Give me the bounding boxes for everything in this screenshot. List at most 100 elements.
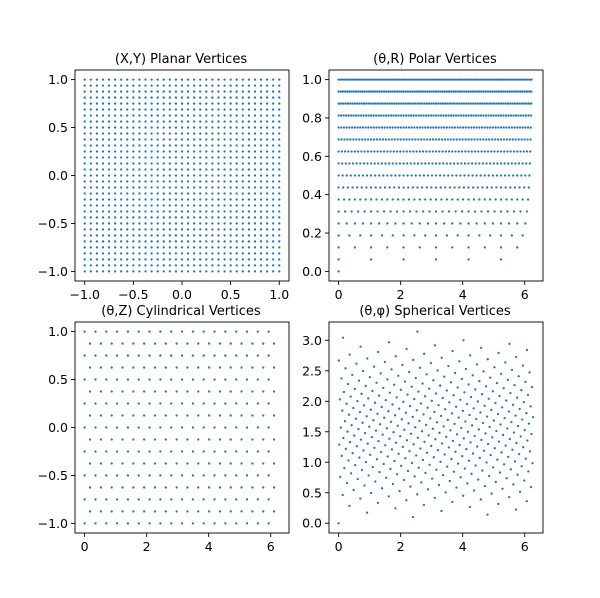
data-point xyxy=(229,228,232,231)
data-point xyxy=(259,204,263,207)
data-point xyxy=(207,510,211,513)
data-point xyxy=(223,138,226,141)
data-point xyxy=(337,222,340,225)
data-point xyxy=(205,270,208,273)
data-point xyxy=(265,84,269,87)
data-point xyxy=(530,78,533,81)
data-point xyxy=(217,120,220,123)
data-point xyxy=(94,330,97,333)
data-point xyxy=(458,443,461,447)
data-point xyxy=(180,246,184,249)
data-point xyxy=(193,210,196,213)
data-point xyxy=(342,198,346,201)
data-point xyxy=(175,414,178,417)
data-point xyxy=(262,462,265,465)
data-point xyxy=(500,451,503,454)
data-point xyxy=(482,114,485,117)
data-point xyxy=(170,402,173,405)
data-point xyxy=(337,234,340,237)
data-point xyxy=(235,246,238,249)
data-point xyxy=(389,420,393,423)
data-point xyxy=(447,90,451,93)
data-point xyxy=(499,210,503,213)
data-point xyxy=(493,210,496,213)
data-point xyxy=(379,114,383,117)
data-point xyxy=(202,426,205,429)
data-point xyxy=(424,471,427,475)
data-point xyxy=(399,126,403,129)
x-tick-label: 6 xyxy=(267,539,275,554)
data-point xyxy=(421,382,424,385)
data-point xyxy=(272,390,276,393)
data-point xyxy=(404,90,407,93)
data-point xyxy=(412,150,415,153)
data-point xyxy=(456,126,459,129)
data-point xyxy=(110,510,113,513)
data-point xyxy=(340,454,343,457)
data-point xyxy=(150,174,153,177)
data-point xyxy=(519,210,522,213)
data-point xyxy=(211,246,214,249)
data-point xyxy=(431,427,434,430)
data-point xyxy=(343,90,347,93)
data-point xyxy=(170,498,173,501)
data-point xyxy=(180,78,184,81)
data-point xyxy=(265,102,269,105)
data-point xyxy=(358,102,361,105)
data-point xyxy=(394,174,397,177)
data-point xyxy=(356,399,359,403)
data-point xyxy=(400,102,403,105)
data-point xyxy=(156,132,159,135)
data-point xyxy=(174,96,178,99)
data-point xyxy=(259,150,263,153)
data-point xyxy=(384,162,387,165)
data-point xyxy=(503,162,506,165)
data-point xyxy=(380,78,383,81)
data-point xyxy=(205,222,208,225)
data-point xyxy=(406,78,409,81)
data-point xyxy=(83,228,86,231)
data-point xyxy=(83,330,86,333)
data-point xyxy=(245,426,249,429)
data-point xyxy=(513,102,517,105)
data-point xyxy=(404,102,408,105)
data-point xyxy=(426,174,430,177)
data-point xyxy=(440,356,443,359)
data-point xyxy=(416,330,419,333)
data-point xyxy=(455,102,459,105)
data-point xyxy=(211,252,214,255)
data-point xyxy=(467,186,470,189)
data-point xyxy=(516,222,519,225)
data-point xyxy=(120,180,123,183)
data-point xyxy=(484,432,487,435)
data-point xyxy=(509,150,512,153)
data-point xyxy=(406,162,409,165)
data-point xyxy=(477,150,480,153)
data-point xyxy=(229,462,232,465)
data-point xyxy=(132,366,135,369)
data-point xyxy=(113,120,117,123)
data-point xyxy=(442,114,445,117)
data-point xyxy=(126,330,130,333)
data-point xyxy=(113,204,117,207)
data-point xyxy=(138,222,141,225)
data-point xyxy=(398,407,401,410)
data-point xyxy=(366,162,369,165)
data-point xyxy=(150,270,153,273)
data-point xyxy=(421,150,425,153)
data-point xyxy=(506,427,509,430)
data-point xyxy=(344,367,347,370)
data-point xyxy=(253,120,257,123)
y-tick-label: 0.0 xyxy=(48,420,68,435)
data-point xyxy=(465,90,468,93)
data-point xyxy=(505,198,508,201)
data-point xyxy=(340,377,343,380)
data-point xyxy=(412,114,415,117)
data-point xyxy=(217,210,220,213)
data-point xyxy=(454,450,457,453)
data-point xyxy=(259,228,263,231)
data-point xyxy=(121,390,124,393)
data-point xyxy=(156,192,159,195)
data-point xyxy=(174,168,178,171)
data-point xyxy=(211,216,214,219)
